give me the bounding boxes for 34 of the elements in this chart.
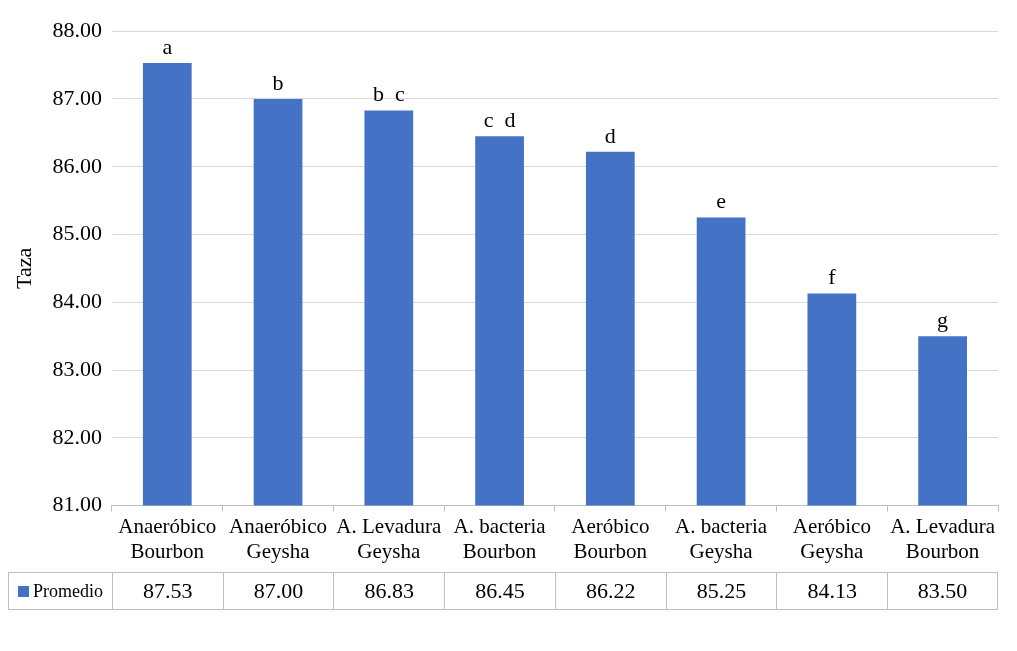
y-tick-label: 87.00 xyxy=(52,84,102,110)
annotation: c d xyxy=(483,107,516,133)
x-tick-label: Aeróbico Bourbon xyxy=(571,513,650,563)
data-label: 87.53 xyxy=(111,572,223,610)
y-tick-label: 86.00 xyxy=(52,152,102,178)
annotation: f xyxy=(828,264,837,290)
x-tick-label: A. bacteria Geysha xyxy=(675,513,768,563)
legend-label: Promedio xyxy=(32,580,103,602)
data-label: 86.22 xyxy=(554,572,666,610)
data-label: 83.50 xyxy=(887,572,998,610)
data-label: 84.13 xyxy=(776,572,888,610)
annotation: b xyxy=(272,69,284,95)
data-label: 85.25 xyxy=(665,572,777,610)
y-tick-label: 81.00 xyxy=(52,491,102,517)
x-tick-label: A. Levadura Bourbon xyxy=(890,513,996,563)
data-label: 86.83 xyxy=(333,572,445,610)
annotation: a xyxy=(162,33,173,59)
x-tick-label: Anaeróbico Geysha xyxy=(229,513,328,563)
annotation: d xyxy=(604,122,616,148)
x-tick-label: Anaeróbico Bourbon xyxy=(118,513,217,563)
y-axis-title: Taza xyxy=(10,247,36,289)
x-tick-label: A. bacteria Bourbon xyxy=(453,513,547,563)
annotation: g xyxy=(937,306,949,332)
data-label: 86.45 xyxy=(444,572,555,610)
y-tick-label: 85.00 xyxy=(52,220,102,246)
y-tick-label: 83.00 xyxy=(52,355,102,381)
y-tick-label: 84.00 xyxy=(52,288,102,314)
x-tick-label: A. Levadura Geysha xyxy=(336,513,442,563)
y-tick-label: 88.00 xyxy=(52,16,102,42)
y-tick-label: 82.00 xyxy=(52,423,102,449)
annotation: b c xyxy=(372,81,405,107)
annotation: e xyxy=(716,188,726,214)
data-label: 87.00 xyxy=(222,572,334,610)
x-tick-label: Aeróbico Geysha xyxy=(792,513,871,563)
